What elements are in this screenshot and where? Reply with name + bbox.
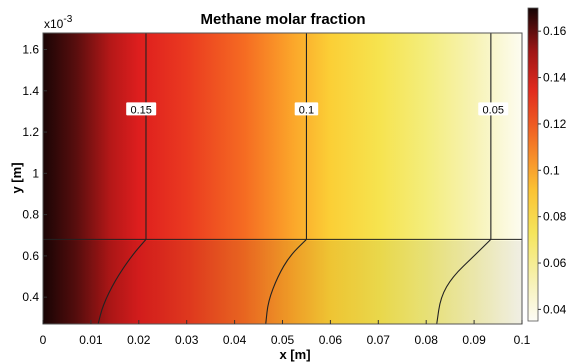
y-tick-label: 0.4 bbox=[22, 290, 39, 304]
y-tick-label: 1.2 bbox=[22, 125, 39, 139]
colorbar-tick-label: 0.16 bbox=[543, 24, 567, 38]
y-axis-label: y [m] bbox=[9, 162, 24, 193]
x-tick-label: 0.02 bbox=[127, 333, 151, 347]
colorbar-tick-label: 0.1 bbox=[543, 163, 560, 177]
x-tick-label: 0.06 bbox=[319, 333, 343, 347]
x-tick-label: 0.1 bbox=[514, 333, 531, 347]
x-axis-label: x [m] bbox=[279, 347, 310, 362]
contour-0.05-lower bbox=[436, 238, 492, 324]
chart-title: Methane molar fraction bbox=[200, 11, 365, 28]
contour-label-0.1: 0.1 bbox=[299, 104, 314, 116]
y-axis-ticks: 0.4 0.6 0.8 1 1.2 1.4 1.6 bbox=[22, 43, 47, 304]
contour-lines bbox=[97, 33, 492, 324]
x-axis-ticks: 0 0.01 0.02 0.03 0.04 0.05 0.06 0.07 0.08 0.09 0.1 bbox=[40, 320, 531, 347]
colorbar-tick-label: 0.14 bbox=[543, 71, 567, 85]
contour-label-bg bbox=[478, 102, 509, 116]
colorbar-tick-label: 0.08 bbox=[543, 210, 567, 224]
y-tick-label: 1 bbox=[32, 166, 39, 180]
colorbar bbox=[527, 7, 539, 322]
x-tick-label: 0.04 bbox=[223, 333, 247, 347]
x-tick-label: 0.03 bbox=[175, 333, 199, 347]
contour-labels: 0.15 0.1 0.05 bbox=[126, 102, 509, 116]
contour-label-bg bbox=[126, 102, 157, 116]
y-axis-multiplier: x10-3 bbox=[44, 14, 73, 31]
contour-label-0.05: 0.05 bbox=[483, 104, 504, 116]
bottom-layer-shade bbox=[43, 241, 522, 324]
y-tick-label: 0.8 bbox=[22, 208, 39, 222]
contour-0.1-lower bbox=[265, 238, 307, 324]
colorbar-tick-label: 0.04 bbox=[543, 302, 567, 316]
colorbar-tick-label: 0.06 bbox=[543, 256, 567, 270]
x-tick-label: 0.08 bbox=[415, 333, 439, 347]
contour-0.15-lower bbox=[97, 239, 147, 324]
x-tick-label: 0.01 bbox=[79, 333, 103, 347]
contour-label-bg bbox=[294, 102, 319, 116]
x-tick-label: 0.05 bbox=[271, 333, 295, 347]
colorbar-tick-label: 0.12 bbox=[543, 117, 567, 131]
colorbar-ticks: 0.04 0.06 0.08 0.1 0.12 0.14 0.16 bbox=[538, 24, 567, 316]
y-tick-label: 1.6 bbox=[22, 43, 39, 57]
y-tick-label: 0.6 bbox=[22, 249, 39, 263]
x-tick-label: 0.07 bbox=[367, 333, 391, 347]
field-heatmap bbox=[43, 33, 522, 324]
contour-label-0.15: 0.15 bbox=[130, 104, 151, 116]
x-tick-label: 0.09 bbox=[462, 333, 486, 347]
x-tick-label: 0 bbox=[40, 333, 47, 347]
y-tick-label: 1.4 bbox=[22, 84, 39, 98]
